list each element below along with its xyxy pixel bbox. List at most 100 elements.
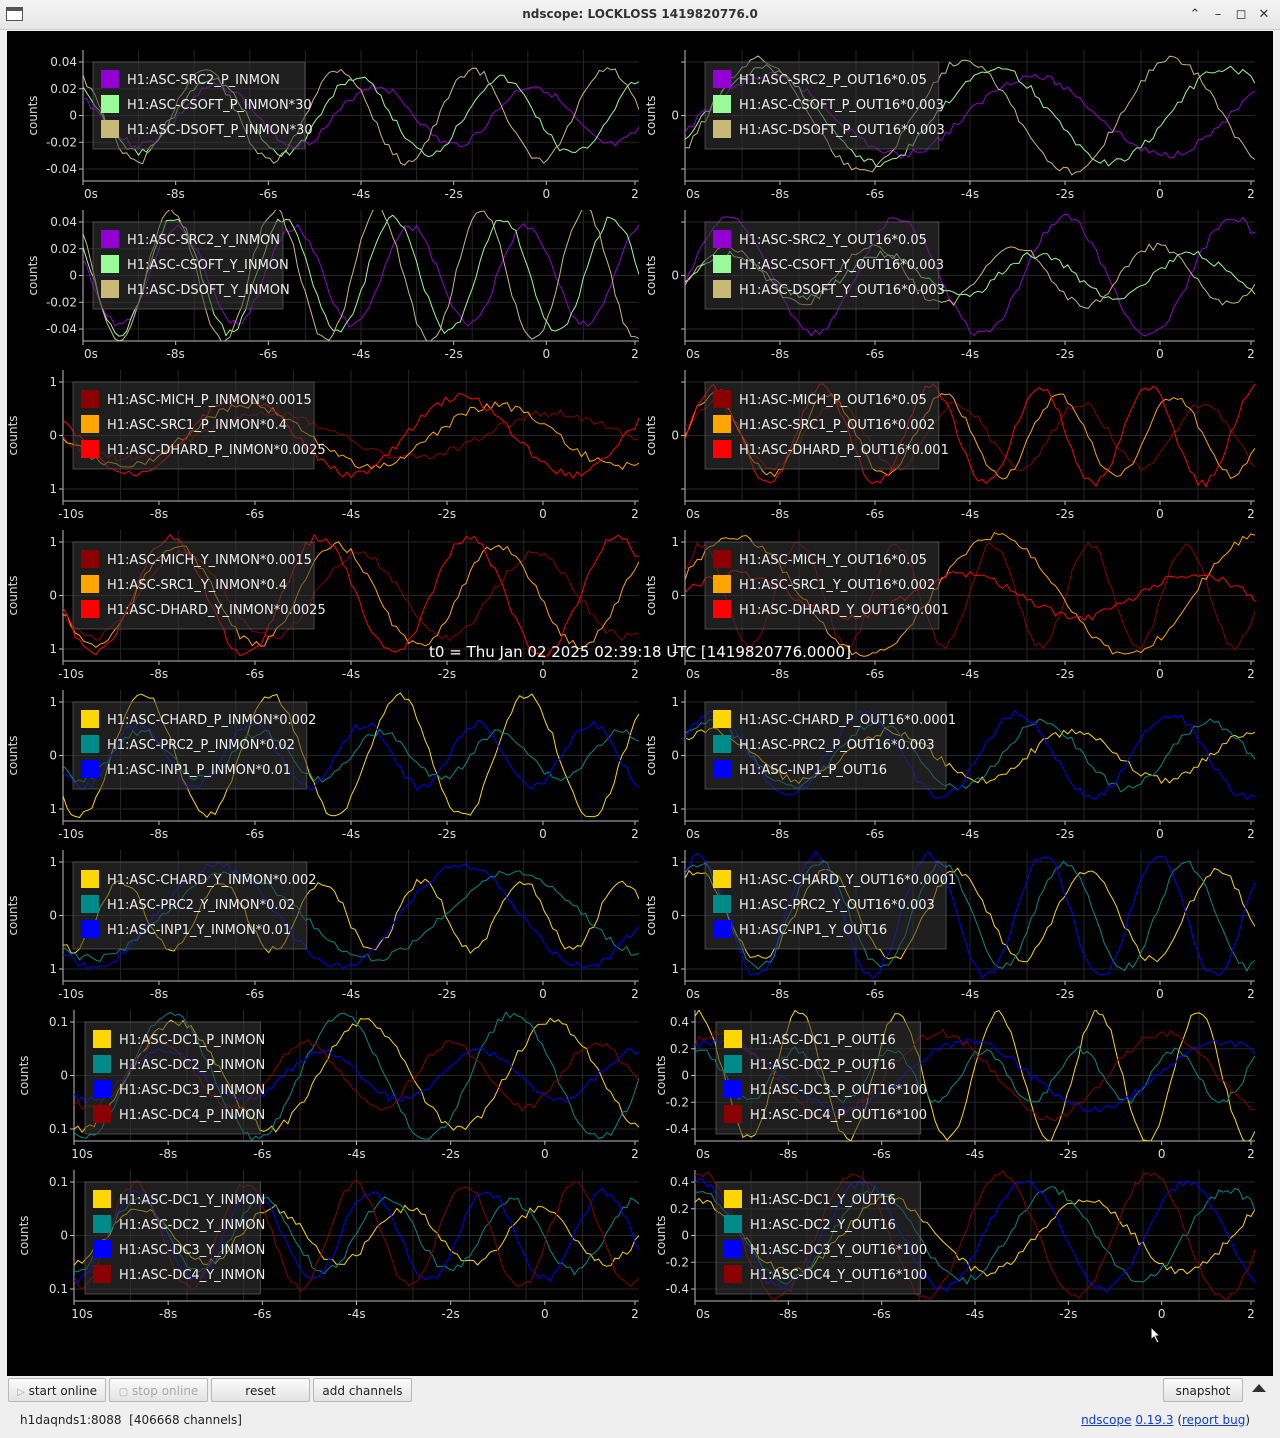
plot-area[interactable]: 0.04 0.02 0 -0.02 -0.04 counts 0s -8s -6s -4s -2s 0… — [7, 31, 1273, 1376]
x-tick-label: -6s — [259, 347, 277, 361]
y-tick-label: 0.02 — [50, 242, 77, 256]
plot-panel[interactable]: 0 counts 0s -8s -6s -4s -2s 0 2 H1:ASC-SRC2_P_OUT… — [644, 50, 1255, 201]
y-tick-label: 0 — [671, 589, 679, 603]
x-tick-label: 0 — [541, 1307, 549, 1321]
legend-swatch — [101, 280, 119, 298]
x-tick-label: -4s — [961, 667, 979, 681]
legend-label: H1:ASC-CHARD_Y_INMON*0.002 — [107, 873, 317, 888]
start-online-button[interactable]: ▷ start online — [8, 1378, 106, 1402]
plot-panel[interactable]: 1 0 1 counts 0s -8s -6s -4s -2s 0 2 H1:ASC-MICH_Y_O… — [644, 530, 1255, 681]
y-axis-label: counts — [654, 1055, 668, 1095]
add-channels-button[interactable]: add channels — [313, 1378, 412, 1402]
legend-label: H1:ASC-CHARD_Y_OUT16*0.0001 — [739, 873, 956, 888]
legend-swatch — [713, 920, 731, 938]
y-tick-label: 0.2 — [670, 1202, 689, 1216]
x-tick-label: -4s — [342, 507, 360, 521]
legend-swatch — [713, 895, 731, 913]
version-link[interactable]: 0.19.3 — [1135, 1413, 1174, 1427]
t0-label: t0 = Thu Jan 02 2025 02:39:18 UTC [14198… — [429, 643, 851, 661]
y-tick-label: 1 — [671, 695, 679, 709]
close-button[interactable]: ✕ — [1258, 7, 1270, 22]
plot-panel[interactable]: 0 counts 0s -8s -6s -4s -2s 0 2 H1:ASC-MICH_P_OUT… — [644, 370, 1255, 521]
y-tick-label: 0 — [49, 589, 57, 603]
x-tick-label: 2 — [631, 1147, 639, 1161]
legend-box — [715, 1181, 922, 1295]
plot-panel[interactable]: 1 0 1 counts -10s -8s -6s -4s -2s 0 2 H1:ASC-CHARD_… — [7, 850, 639, 1001]
stop-online-button[interactable]: ▢ stop online — [109, 1378, 208, 1402]
start-online-label: start online — [28, 1384, 97, 1398]
legend-box — [72, 701, 308, 790]
report-bug-link[interactable]: report bug — [1182, 1413, 1246, 1427]
plot-panel[interactable]: 0 counts 0s -8s -6s -4s -2s 0 2 H1:ASC-SRC2_Y_OUT… — [644, 210, 1255, 361]
y-tick-label: 0.04 — [50, 55, 77, 69]
legend-label: H1:ASC-DC1_P_INMON — [119, 1033, 265, 1048]
ndscope-link[interactable]: ndscope — [1081, 1413, 1132, 1427]
legend-label: H1:ASC-MICH_P_INMON*0.0015 — [107, 393, 312, 408]
legend-box — [704, 61, 940, 150]
plot-panel[interactable]: 0.1 0 0.1 counts 10s -8s -6s -4s -2s 0 2 H1:ASC-DC1… — [17, 1170, 639, 1321]
snapshot-button[interactable]: snapshot — [1163, 1378, 1243, 1402]
plot-panel[interactable]: 1 0 1 counts -10s -8s -6s -4s -2s 0 2 H1:ASC-CHARD_… — [7, 690, 639, 841]
x-tick-label: -6s — [253, 1147, 271, 1161]
y-axis-label: counts — [7, 575, 20, 615]
plot-panel[interactable]: 1 0 1 counts -10s -8s -6s -4s -2s 0 2 H1:ASC-MICH_P… — [7, 370, 639, 521]
plot-panel[interactable]: 1 0 1 counts -10s -8s -6s -4s -2s 0 2 H1:ASC-MICH_Y… — [7, 530, 639, 681]
server-label: h1daqnds1:8088 — [20, 1413, 122, 1427]
plot-panel[interactable]: 1 0 1 counts 0s -8s -6s -4s -2s 0 2 H1:ASC-CHARD_P_… — [644, 690, 1255, 841]
plot-panel[interactable]: 0.4 0.2 0 -0.2 -0.4 counts 0s -8s -6s -4s -2s 0 2 H1:… — [654, 1170, 1255, 1321]
x-tick-label: 2 — [631, 987, 639, 1001]
y-tick-label: 1 — [49, 802, 57, 816]
y-axis-label: counts — [644, 575, 658, 615]
x-tick-label: -8s — [150, 987, 168, 1001]
legend-label: H1:ASC-SRC2_P_OUT16*0.05 — [739, 73, 927, 88]
legend-label: H1:ASC-DC2_P_OUT16 — [750, 1058, 896, 1073]
x-tick-label: -4s — [961, 347, 979, 361]
x-tick-label: -2s — [445, 187, 463, 201]
x-tick-label: 2 — [1247, 187, 1255, 201]
y-tick-label: 1 — [49, 695, 57, 709]
y-tick-label: 0 — [671, 269, 679, 283]
x-tick-label: 0s — [84, 347, 98, 361]
x-tick-label: 0 — [539, 987, 547, 1001]
x-tick-label: -8s — [779, 1147, 797, 1161]
y-tick-label: 0.04 — [50, 215, 77, 229]
minimize-button[interactable]: – — [1214, 7, 1222, 22]
chevron-up-icon[interactable]: ⌃ — [1189, 7, 1201, 22]
expand-up-icon[interactable] — [1252, 1384, 1266, 1392]
x-tick-label: 0s — [686, 347, 700, 361]
legend-swatch — [81, 920, 99, 938]
legend-swatch — [724, 1265, 742, 1283]
plot-panel[interactable]: 0.04 0.02 0 -0.02 -0.04 counts 0s -8s -6s -4s -2s 0… — [26, 207, 639, 361]
x-tick-label: -2s — [438, 507, 456, 521]
y-tick-label: 0 — [49, 429, 57, 443]
legend-box — [704, 381, 940, 470]
x-tick-label: -4s — [342, 987, 360, 1001]
legend-swatch — [713, 710, 731, 728]
x-tick-label: 0 — [541, 1147, 549, 1161]
legend-label: H1:ASC-CSOFT_P_INMON*30 — [127, 98, 312, 113]
legend-swatch — [724, 1105, 742, 1123]
y-tick-label: 0 — [671, 109, 679, 123]
plot-panel[interactable]: 0.4 0.2 0 -0.2 -0.4 counts 0s -8s -6s -4s -2s 0 2 H1:… — [654, 1009, 1255, 1161]
x-tick-label: -8s — [771, 667, 789, 681]
legend-swatch — [713, 390, 731, 408]
y-tick-label: 0 — [60, 1069, 68, 1083]
x-tick-label: 0 — [543, 187, 551, 201]
x-tick-label: -8s — [150, 507, 168, 521]
maximize-button[interactable]: ◻ — [1235, 7, 1247, 22]
legend-swatch — [81, 870, 99, 888]
x-tick-label: -2s — [1056, 187, 1074, 201]
reset-button[interactable]: reset — [211, 1378, 310, 1402]
x-tick-label: -4s — [347, 1147, 365, 1161]
x-tick-label: -10s — [58, 987, 84, 1001]
legend-swatch — [93, 1055, 111, 1073]
plot-panel[interactable]: 1 0 1 counts 0s -8s -6s -4s -2s 0 2 H1:ASC-CHARD_Y_… — [644, 850, 1255, 1001]
plot-panel[interactable]: 0.1 0 0.1 counts 10s -8s -6s -4s -2s 0 2 H1:ASC-DC1… — [17, 1010, 639, 1161]
play-icon: ▷ — [17, 1387, 25, 1398]
plot-panel[interactable]: 0.04 0.02 0 -0.02 -0.04 counts 0s -8s -6s -4s -2s 0… — [26, 50, 639, 201]
y-tick-label: 0.1 — [49, 1015, 68, 1029]
y-tick-label: 1 — [671, 962, 679, 976]
x-tick-label: -2s — [445, 347, 463, 361]
trace-line — [83, 210, 639, 341]
